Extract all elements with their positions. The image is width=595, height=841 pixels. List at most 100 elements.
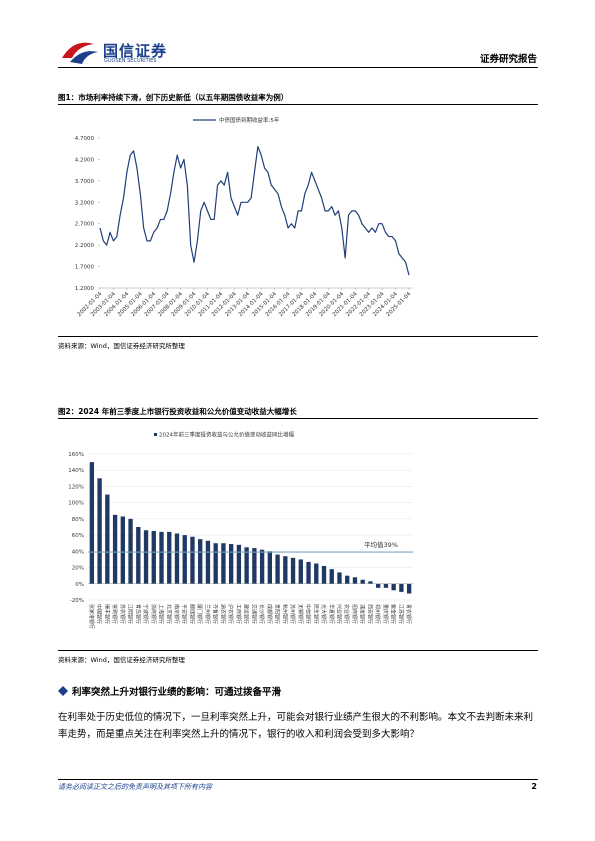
bar [306,561,311,584]
x-tick-label: 兴业银行 [335,604,342,624]
x-tick-label: 紫金银行 [390,604,397,624]
bar [105,494,110,584]
y-tick-label: 2.7000 [75,222,95,228]
y-tick-label: 1.2000 [75,286,95,292]
bar [228,544,234,584]
bar [290,557,296,584]
y-tick-label: 0% [75,582,84,588]
bar [283,556,288,584]
x-tick-label: 浙商银行 [150,604,157,624]
x-tick-label: 南京银行 [173,604,180,624]
bar [376,583,381,588]
average-label: 平均值39% [364,540,398,549]
x-tick-label: 光大银行 [320,604,327,624]
y-tick-label: 20% [72,566,84,572]
header-rule [58,67,538,68]
y-tick-label: 40% [72,549,84,555]
x-tick-label: 华夏银行 [328,604,335,624]
x-tick-label: 工商银行 [235,604,242,624]
bar [97,478,102,584]
y-tick-label: 120% [68,484,84,490]
bar [136,527,141,584]
x-tick-label: 江阴银行 [127,604,134,624]
x-tick-label: 北京银行 [165,604,172,624]
bar [391,583,396,591]
bar [182,535,187,584]
heading-text: 利率突然上升对银行业绩的影响：可通过拨备平滑 [72,687,282,698]
bar [267,551,273,584]
bar [174,533,180,584]
x-tick-label: 青农银行 [405,604,412,624]
x-tick-label: 交通银行 [250,604,257,624]
x-tick-label: 招商银行 [351,604,358,624]
x-tick-label: 邮储银行 [188,604,195,624]
x-tick-label: 厦门银行 [196,604,203,624]
x-tick-label: 杭州银行 [281,604,288,624]
figure-rule [58,418,538,419]
bar [314,563,319,584]
y-tick-label: 100% [68,501,84,507]
y-tick-label: 80% [72,517,84,523]
x-tick-label: 青岛银行 [134,604,141,624]
bar [112,514,118,584]
legend-label: 中债国债到期收益率:5年 [219,116,280,124]
bar [213,543,218,584]
report-type: 证券研究报告 [479,54,537,65]
bar [167,531,172,584]
line-chart: 1.2000 1.7000 2.2000 2.7000 3.2000 3.7000 4.20… [75,116,413,318]
x-tick-label: 上海银行 [158,604,165,624]
bar [383,583,389,588]
figure-title: 图1：市场利率持续下滑，创下历史新低（以五年期国债收益率为例） [58,93,289,102]
y-tick-label: 3.2000 [75,200,95,206]
figure-rule [58,104,538,105]
bar [89,462,95,584]
figure-rule [58,336,538,337]
x-tick-label: 西安银行 [366,604,373,624]
bar [143,530,149,584]
logo-text: 国信证券 [103,42,168,60]
bar [159,531,164,584]
legend-swatch [154,433,157,436]
bar [151,531,156,584]
bar [244,547,249,584]
x-tick-label: 兰州银行 [204,604,211,624]
bar [321,565,327,584]
x-tick-label: 沪农银行 [227,604,234,624]
bar [337,572,342,584]
y-tick-label: 140% [68,468,84,474]
bar [329,569,334,584]
x-tick-label: 民生银行 [312,604,319,624]
x-tick-label: 郑州银行 [374,604,381,624]
bar [406,583,412,594]
x-tick-label: 长沙银行 [258,604,265,624]
x-tick-label: 中国银行 [96,604,103,624]
x-tick-label: 无锡银行 [297,604,304,624]
figure-title: 图2：2024 年前三季度上市银行投资收益和公允价值变动收益大幅增长 [58,407,297,416]
bar [345,575,350,584]
bar [221,543,226,584]
y-tick-label: 60% [72,533,84,539]
bar [259,549,265,584]
figure-rule [58,650,538,651]
x-tick-label: 浦发银行 [359,604,366,624]
x-tick-label: 重庆银行 [382,604,389,624]
footer-rule [58,779,538,780]
x-tick-label: 瑞丰银行 [103,604,110,624]
footer-disclaimer: 请务必阅读正文之后的免责声明及其项下所有内容 [58,783,212,791]
bar [205,540,211,584]
bar [120,516,125,584]
bar [198,539,203,584]
bullet-diamond [58,686,68,696]
data-line [99,145,410,276]
source-note: 资料来源：Wind，国信证券经济研究所整理 [58,656,185,664]
x-tick-label: 平安银行 [181,604,188,624]
x-tick-label: 贵阳银行 [274,604,281,624]
x-tick-label: 张家港银行 [88,604,95,629]
x-tick-label: 农业银行 [343,604,350,624]
x-tick-label: 苏农银行 [119,604,126,624]
x-tick-label: 建设银行 [243,604,250,624]
bar [236,544,242,584]
bar-chart: -20% 0% 20% 40% 60% 80% 100% 120% 140% 160% 2024年前… [68,431,413,629]
section-heading: 利率突然上升对银行业绩的影响：可通过拨备平滑 [58,684,281,698]
